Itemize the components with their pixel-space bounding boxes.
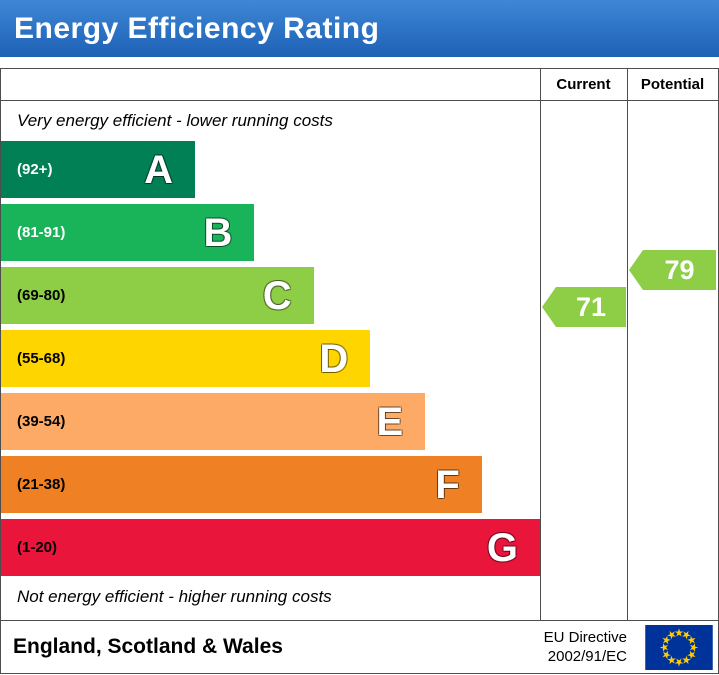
band-letter: D [319,336,349,381]
band-range: (39-54) [17,413,66,430]
current-column-header: Current [556,76,611,93]
band-range: (92+) [17,161,53,178]
band-letter: C [262,273,292,318]
rating-bands: (92+) A (81-91) B (69-80) C (55-68) D (3… [1,141,540,582]
potential-column-divider [627,69,628,620]
current-value: 71 [575,291,607,322]
rating-chart-box: Current Potential Very energy efficient … [0,68,719,621]
footer-bar: England, Scotland & Wales EU Directive 2… [0,621,719,674]
band-row-e: (39-54) E [1,393,426,450]
band-letter: B [203,210,233,255]
band-range: (69-80) [17,287,66,304]
potential-arrow: 79 [629,250,716,290]
eu-directive-label: EU Directive 2002/91/EC [544,628,627,667]
band-range: (21-38) [17,476,66,493]
band-row-c: (69-80) C [1,267,314,324]
title-bar: Energy Efficiency Rating [0,0,719,57]
current-column-divider [540,69,541,620]
eu-flag [645,624,713,670]
eu-directive-line2: 2002/91/EC [547,648,627,665]
eu-flag-icon [643,624,715,670]
bottom-note: Not energy efficient - higher running co… [17,587,332,606]
footer-region-label: England, Scotland & Wales [13,635,283,658]
current-arrow: 71 [542,287,626,327]
band-row-d: (55-68) D [1,330,371,387]
band-row-g: (1-20) G [1,519,540,576]
band-range: (55-68) [17,350,66,367]
top-note: Very energy efficient - lower running co… [17,111,333,130]
band-row-b: (81-91) B [1,204,255,261]
band-letter: E [376,399,404,444]
band-row-a: (92+) A [1,141,196,198]
band-letter: G [486,525,518,570]
band-range: (1-20) [17,539,58,556]
band-letter: A [144,147,174,192]
eu-directive-line1: EU Directive [543,628,627,646]
column-header-divider [1,100,718,101]
band-row-f: (21-38) F [1,456,482,513]
band-range: (81-91) [17,224,66,241]
potential-value: 79 [664,254,695,285]
band-letter: F [435,462,460,507]
page-title: Energy Efficiency Rating [14,11,380,45]
potential-column-header: Potential [640,76,705,93]
